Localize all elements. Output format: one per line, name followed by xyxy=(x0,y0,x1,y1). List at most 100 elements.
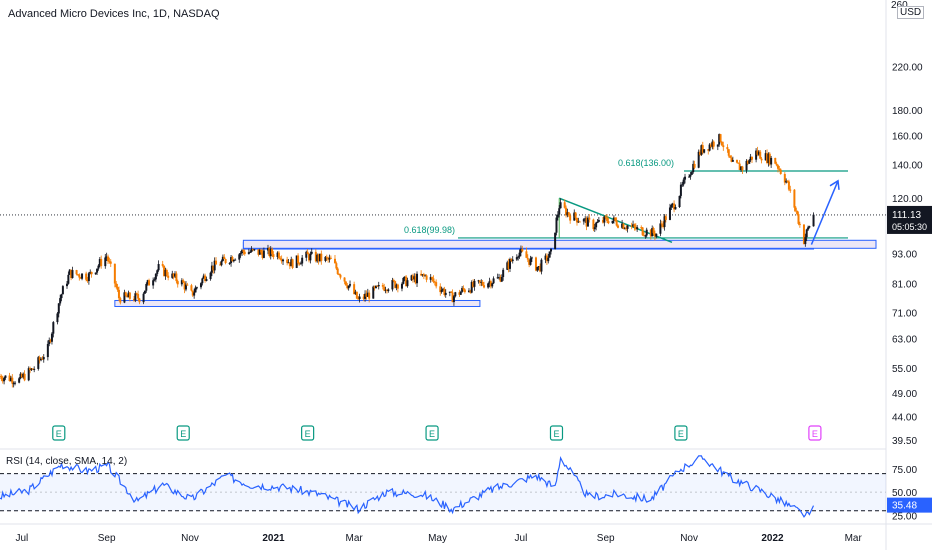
candle-body xyxy=(33,368,36,370)
candle-body xyxy=(71,270,74,279)
candle-body xyxy=(745,160,748,171)
candle-body xyxy=(740,166,743,171)
candle-body xyxy=(566,212,569,216)
candle-body xyxy=(362,296,365,299)
candle-body xyxy=(508,259,511,269)
fib-level-label: 0.618(136.00) xyxy=(618,158,674,168)
candle-body xyxy=(473,280,476,287)
candle-body xyxy=(689,174,692,177)
candle-body xyxy=(595,222,598,228)
candle-body xyxy=(373,286,376,288)
candle-body xyxy=(556,214,559,218)
candle-body xyxy=(662,224,665,228)
candle-body xyxy=(712,141,715,147)
candle-body xyxy=(526,257,529,260)
candle-body xyxy=(411,275,414,280)
candle-body xyxy=(277,252,280,259)
time-tick: 2021 xyxy=(262,533,285,544)
candle-body xyxy=(61,286,64,295)
candle-body xyxy=(243,251,246,255)
candle-body xyxy=(210,265,213,273)
candle-body xyxy=(707,149,710,151)
candle-body xyxy=(555,217,558,233)
candle-body xyxy=(75,270,78,275)
candle-body xyxy=(746,160,749,164)
candle-body xyxy=(534,257,537,271)
earnings-marker-label: E xyxy=(305,429,311,439)
currency-badge[interactable]: USD xyxy=(897,6,925,19)
time-tick: 2022 xyxy=(761,533,784,544)
price-tick: 120.00 xyxy=(892,194,923,205)
candle-body xyxy=(180,280,183,285)
candle-body xyxy=(172,273,175,277)
candle-body xyxy=(703,149,706,153)
candle-body xyxy=(651,228,654,237)
candle-body xyxy=(793,189,796,208)
candle-body xyxy=(794,207,797,211)
candle-body xyxy=(4,375,7,378)
candle-body xyxy=(480,282,483,284)
candle-body xyxy=(812,214,815,227)
candle-body xyxy=(90,271,93,275)
candle-body xyxy=(220,260,223,266)
candle-body xyxy=(443,288,446,295)
candle-body xyxy=(52,322,55,334)
candle-body xyxy=(209,272,212,280)
candle-body xyxy=(23,373,26,381)
candle-body xyxy=(297,255,300,264)
candle-body xyxy=(148,280,151,286)
rsi-value-tag xyxy=(887,497,932,513)
candle-body xyxy=(588,217,591,220)
candle-body xyxy=(165,269,168,276)
candle-body xyxy=(286,259,289,263)
candle-body xyxy=(623,228,626,230)
price-tick: 55.00 xyxy=(892,364,917,375)
candle-body xyxy=(249,251,252,253)
candle-body xyxy=(783,174,786,183)
candle-body xyxy=(109,261,112,264)
candle-body xyxy=(586,217,589,227)
candle-body xyxy=(258,249,261,255)
candle-body xyxy=(718,134,721,145)
candle-body xyxy=(384,289,387,291)
candle-body xyxy=(97,265,100,269)
candle-body xyxy=(79,277,82,279)
candle-body xyxy=(574,212,577,218)
candle-body xyxy=(433,281,436,283)
earnings-marker-label: E xyxy=(812,429,818,439)
candle-body xyxy=(355,291,358,299)
candle-body xyxy=(279,258,282,260)
earnings-marker-label: E xyxy=(56,429,62,439)
rsi-tick: 75.00 xyxy=(892,465,917,476)
candle-body xyxy=(525,251,528,258)
countdown-value: 05:05:30 xyxy=(892,222,927,232)
candle-body xyxy=(738,163,741,171)
candle-body xyxy=(467,290,470,293)
candle-body xyxy=(394,281,397,288)
candle-body xyxy=(65,283,68,287)
candle-body xyxy=(128,292,131,299)
candle-body xyxy=(317,254,320,262)
candle-body xyxy=(299,263,302,265)
candle-body xyxy=(545,255,548,262)
candle-body xyxy=(242,250,245,252)
candle-body xyxy=(171,273,174,278)
candle-body xyxy=(221,256,224,261)
candle-body xyxy=(607,221,610,224)
candle-body xyxy=(400,283,403,289)
candle-body xyxy=(338,273,341,275)
candle-body xyxy=(238,254,241,260)
candle-body xyxy=(478,280,481,283)
candle-body xyxy=(681,184,684,186)
candle-body xyxy=(641,227,644,236)
candle-body xyxy=(201,278,204,284)
candle-body xyxy=(257,249,260,255)
candle-body xyxy=(231,257,234,262)
candle-body xyxy=(308,254,311,261)
candle-body xyxy=(775,163,778,166)
candle-body xyxy=(720,141,723,146)
time-tick: Mar xyxy=(346,533,364,544)
candle-body xyxy=(282,259,285,262)
